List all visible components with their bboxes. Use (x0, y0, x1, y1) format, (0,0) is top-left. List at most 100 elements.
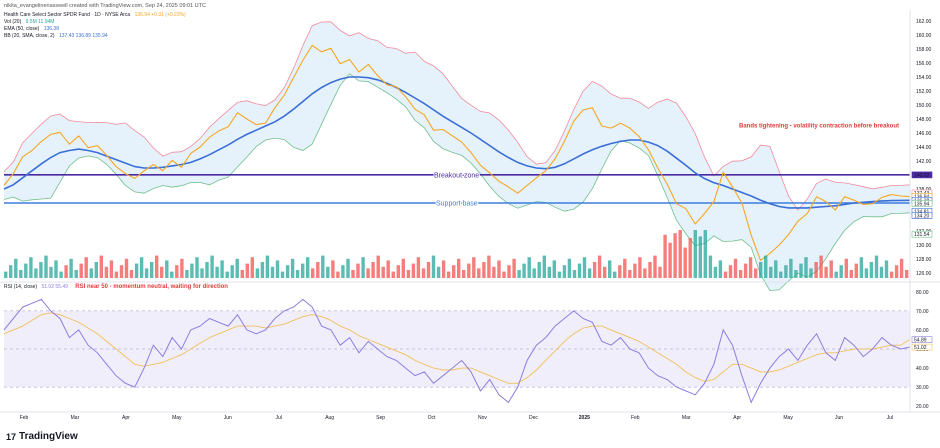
volume-bar (69, 258, 73, 278)
volume-bar (789, 258, 793, 278)
volume-bar (235, 258, 239, 278)
volume-bar (698, 236, 702, 278)
volume-bar (150, 262, 154, 278)
bb-values: 137.43 136.89 135.94 (58, 33, 108, 39)
volume-bar (658, 266, 662, 278)
volume-bar (104, 266, 109, 278)
rsi-value-tag-label: 54.89 (914, 338, 927, 344)
volume-bar (628, 270, 632, 278)
volume-bar (270, 266, 275, 278)
time-tick-label: Jun (835, 415, 843, 421)
price-tag-label: 134.20 (914, 214, 930, 220)
vol-values: 9.5M 11.94M (25, 19, 55, 25)
rsi-legend[interactable]: RSI (14, close) 51.02 55.49 RSI near 50 … (4, 284, 228, 290)
time-tick-label: 2025 (579, 415, 590, 421)
volume-bar (170, 271, 174, 278)
ema-label[interactable]: EMA (50, close) (4, 26, 40, 32)
volume-bar (799, 263, 803, 278)
price-tag-label: 140.02 (914, 173, 930, 179)
author-credit: nikita_evangelinenasswell created with T… (4, 3, 206, 9)
rsi-ma-line (3, 312, 911, 384)
volume-bar (74, 270, 78, 278)
volume-bar (366, 268, 370, 278)
volume-bar (507, 265, 511, 278)
volume-bar (341, 265, 345, 278)
volume-bar (522, 263, 526, 278)
vol-legend[interactable]: Vol (20) 9.5M 11.94M (4, 19, 54, 25)
volume-bar (854, 263, 858, 278)
volume-bar (144, 268, 149, 278)
rsi-pane[interactable] (3, 298, 911, 404)
rsi-tick-label: 70.00 (916, 309, 929, 315)
bb-upper-line (3, 21, 911, 211)
volume-bar (804, 257, 808, 278)
rsi-line (3, 298, 911, 404)
symbol-name[interactable]: Health Care Select Sector SPDR Fund · 1D… (4, 12, 131, 18)
volume-bar (24, 263, 28, 278)
volume-bar (572, 270, 577, 278)
volume-bar (603, 266, 607, 278)
volume-bar (441, 260, 446, 278)
bb-fill (4, 21, 910, 291)
breakout-zone-label: Breakout zone (434, 172, 479, 179)
ema-values: 136.38 (43, 26, 59, 32)
time-axis[interactable]: Feb Mar Apr May Jun Jul Aug Sep Oct Nov Dec 2025 Feb… (0, 10, 940, 421)
volume-bar (774, 260, 778, 278)
volume-bar (517, 270, 521, 278)
volume-bar (84, 257, 88, 278)
volume-bar (623, 258, 627, 278)
volume-bar (879, 266, 884, 278)
tradingview-logo[interactable]: 17 TradingView (6, 431, 78, 442)
price-axis[interactable]: 126.00128.00130.00132.00134.00136.00138.… (911, 19, 933, 277)
volume-bar (285, 265, 290, 278)
volume-bar (356, 263, 360, 278)
volume-bar (482, 262, 486, 278)
volume-bar (723, 271, 728, 278)
volume-bar (331, 260, 335, 278)
volume-bar (638, 257, 642, 278)
volume-bar (764, 255, 768, 278)
volume-bar (728, 265, 733, 278)
volume-bar (301, 263, 305, 278)
volume-bar (406, 270, 411, 278)
volume-bar (426, 262, 431, 278)
volume-bar (467, 263, 471, 278)
time-tick-label: May (172, 415, 182, 421)
volume-bar (175, 265, 179, 278)
bb-legend[interactable]: BB (20, SMA, close, 2) 137.43 136.89 135… (4, 33, 108, 39)
volume-bar (421, 268, 426, 278)
price-tick-label: 130.00 (916, 243, 932, 249)
rsi-axis[interactable]: 20.0030.0040.0050.0060.0070.0080.0054.89… (911, 290, 933, 410)
volume-bar (547, 266, 551, 278)
time-tick-label: Nov (478, 415, 487, 421)
volume-bar (185, 270, 189, 278)
rsi-note: RSI near 50 - momentum neutral, waiting … (75, 284, 228, 290)
price-tag-box (911, 230, 933, 238)
volume-bar (597, 255, 602, 278)
volume-bar (718, 260, 723, 278)
time-tick-label: Apr (122, 415, 130, 421)
bb-label[interactable]: BB (20, SMA, close, 2) (4, 33, 55, 39)
volume-bar (336, 271, 340, 278)
symbol-legend[interactable]: Health Care Select Sector SPDR Fund · 1D… (4, 12, 186, 18)
volume-bar (4, 271, 8, 278)
rsi-label[interactable]: RSI (14, close) (4, 284, 38, 290)
volume-bar (79, 263, 83, 278)
volume-bar (633, 263, 637, 278)
volume-bar (562, 265, 567, 278)
volume-bar (220, 260, 224, 278)
vol-label[interactable]: Vol (20) (4, 19, 22, 25)
support-base-label: Support base (436, 201, 478, 208)
volume-bar (155, 255, 159, 278)
volume-bar (265, 255, 270, 278)
symbol-values: 136.94 +0.31 (+0.23%) (134, 12, 186, 18)
volume-bar (905, 270, 909, 278)
volume-bar (321, 255, 325, 278)
volume-bar (416, 257, 421, 278)
time-tick-label: Apr (733, 415, 741, 421)
price-pane[interactable]: Breakout zone Support base Bands tightenin… (3, 21, 911, 292)
volume-bar (180, 258, 184, 278)
ema-legend[interactable]: EMA (50, close) 136.38 (4, 26, 59, 32)
volume-bar (537, 262, 541, 278)
